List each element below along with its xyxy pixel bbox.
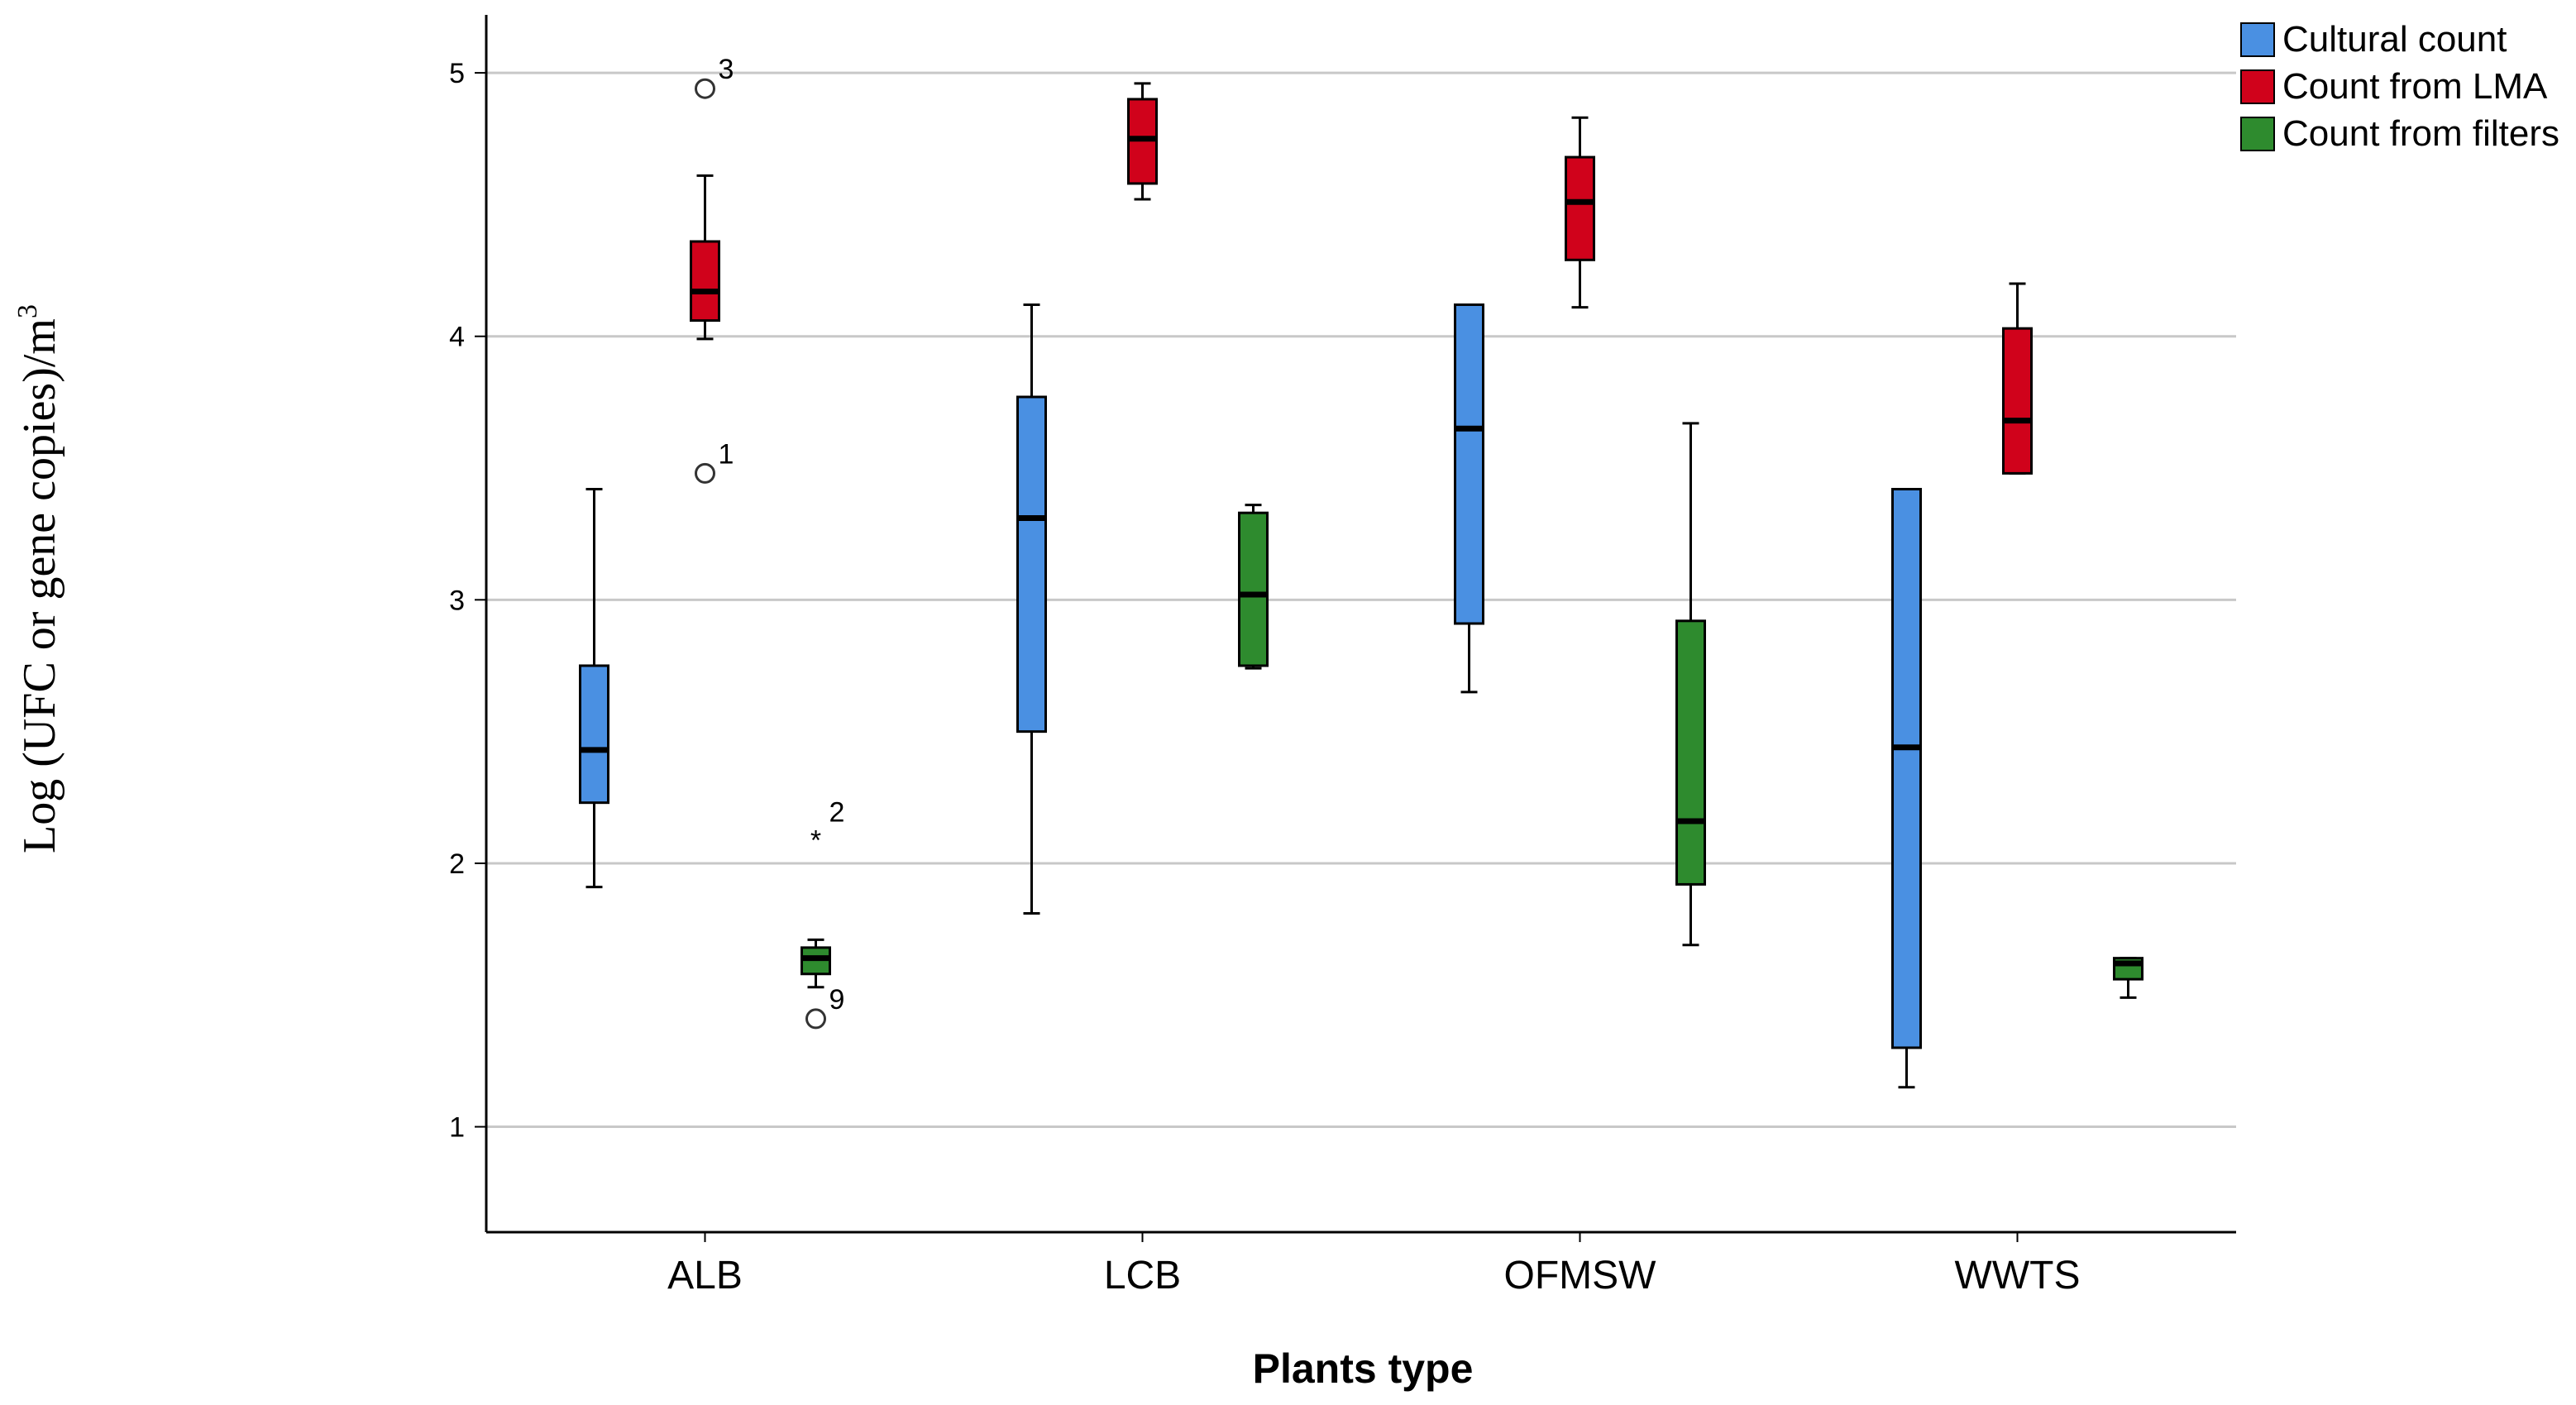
box-ofmsw-count-from-filters bbox=[1675, 422, 1706, 947]
x-tick-label-alb: ALB bbox=[667, 1254, 743, 1297]
y-axis-title-superscript: 3 bbox=[12, 304, 43, 318]
box-ofmsw-cultural-count bbox=[1454, 303, 1484, 694]
box-iqr bbox=[1565, 155, 1595, 261]
box-iqr bbox=[1016, 395, 1047, 734]
box-wwts-count-from-filters bbox=[2113, 957, 2143, 999]
y-tick-label-1: 1 bbox=[449, 1112, 465, 1144]
outlier-label-2: 2 bbox=[829, 797, 845, 829]
y-tick-label-4: 4 bbox=[449, 322, 465, 353]
outlier-star-2: * bbox=[810, 825, 821, 857]
box-ofmsw-count-from-lma bbox=[1565, 116, 1595, 309]
x-axis-title: Plants type bbox=[1253, 1345, 1474, 1392]
legend: Cultural count Count from LMA Count from f… bbox=[2240, 19, 2559, 154]
box-lcb-count-from-lma bbox=[1127, 82, 1158, 201]
legend-swatch-count-from-lma bbox=[2240, 69, 2275, 104]
y-tick-label-2: 2 bbox=[449, 848, 465, 880]
box-iqr bbox=[1675, 619, 1706, 886]
legend-swatch-count-from-filters bbox=[2240, 117, 2275, 151]
x-tick-label-lcb: LCB bbox=[1104, 1254, 1181, 1297]
box-iqr bbox=[579, 664, 609, 805]
box-alb-count-from-lma bbox=[690, 174, 720, 341]
axes: 1 2 3 4 5 ALB LCB OFMSW WWTS bbox=[449, 15, 2236, 1297]
box-iqr bbox=[2002, 327, 2033, 475]
outlier-label-3: 3 bbox=[719, 54, 734, 85]
box-alb-count-from-filters bbox=[801, 938, 831, 989]
box-wwts-cultural-count bbox=[1891, 488, 1922, 1089]
box-wwts-count-from-lma bbox=[2002, 282, 2033, 475]
box-lcb-cultural-count bbox=[1016, 303, 1047, 915]
legend-label-count-from-lma: Count from LMA bbox=[2282, 66, 2548, 107]
y-axis-title: Log (UFC or gene copies)/m3 bbox=[12, 304, 65, 853]
legend-label-count-from-filters: Count from filters bbox=[2282, 113, 2559, 154]
box-iqr bbox=[1454, 303, 1484, 625]
gridlines bbox=[486, 71, 2236, 1129]
legend-label-cultural-count: Cultural count bbox=[2282, 19, 2507, 60]
y-tick-label-3: 3 bbox=[449, 585, 465, 616]
legend-swatch-cultural-count bbox=[2240, 22, 2275, 57]
outlier-circle-3 bbox=[695, 78, 715, 99]
outlier-circle-9 bbox=[805, 1008, 826, 1030]
outlier-label-1: 1 bbox=[719, 438, 734, 470]
axis-labels: Plants type Log (UFC or gene copies)/m3 bbox=[12, 304, 1473, 1392]
box-iqr bbox=[1238, 511, 1269, 667]
boxes bbox=[579, 82, 2143, 1089]
y-axis-title-text: Log (UFC or gene copies)/m bbox=[14, 318, 65, 853]
x-tick-label-ofmsw: OFMSW bbox=[1504, 1254, 1657, 1297]
box-iqr bbox=[1891, 488, 1922, 1049]
box-iqr bbox=[690, 240, 720, 323]
box-alb-cultural-count bbox=[579, 488, 609, 889]
outlier-circle-1 bbox=[695, 462, 715, 484]
x-tick-label-wwts: WWTS bbox=[1955, 1254, 2081, 1297]
outlier-label-9: 9 bbox=[829, 984, 845, 1016]
y-tick-label-5: 5 bbox=[449, 58, 465, 89]
outliers: 3 1 *2 9 bbox=[695, 54, 845, 1030]
box-lcb-count-from-filters bbox=[1238, 504, 1269, 670]
